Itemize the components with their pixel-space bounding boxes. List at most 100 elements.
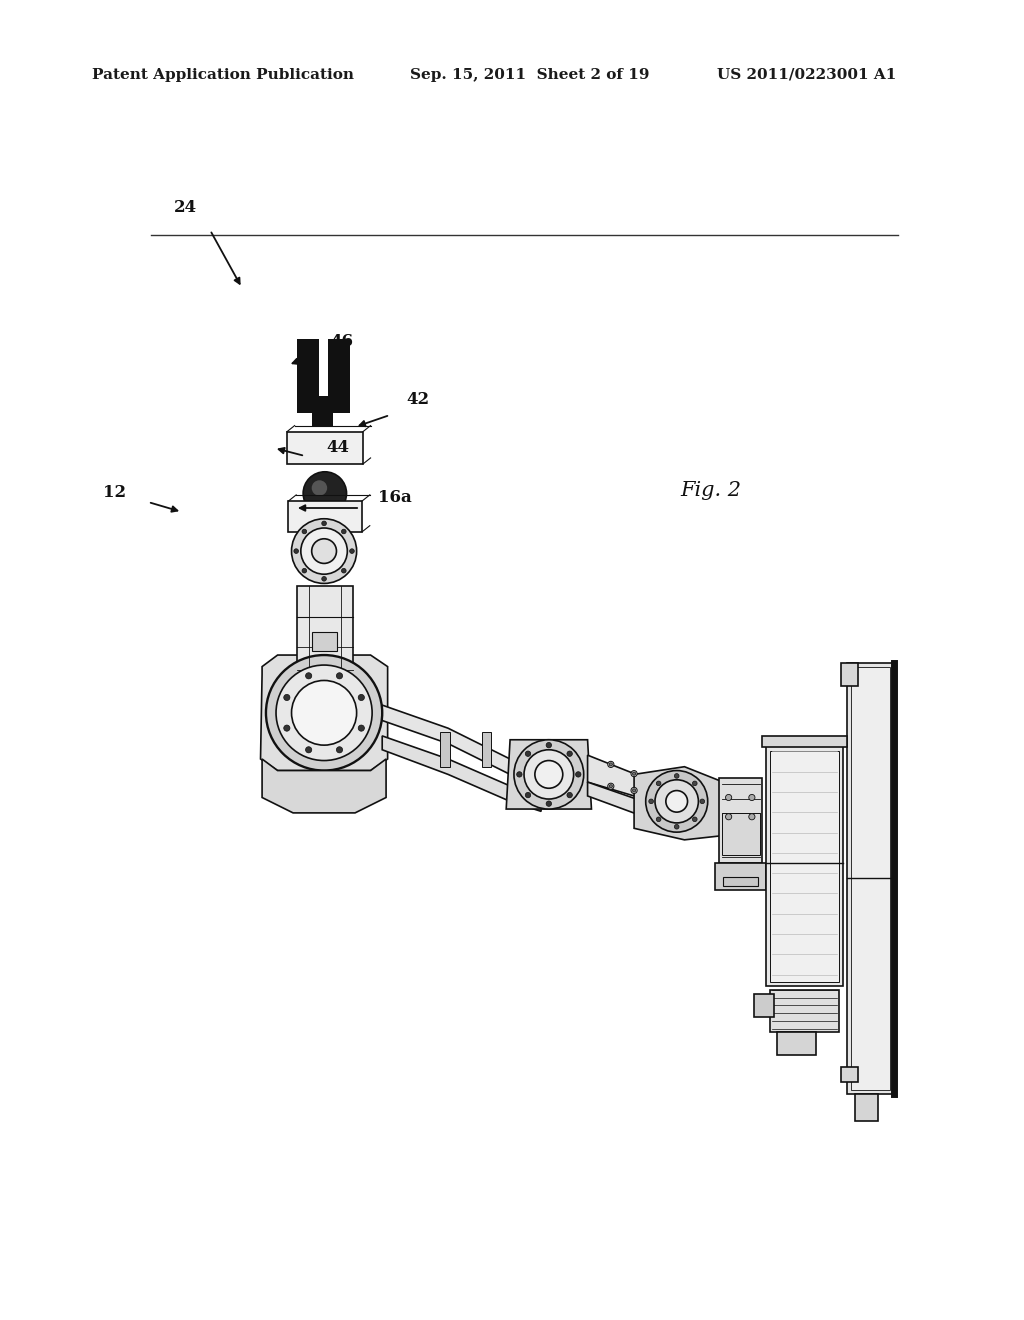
Polygon shape bbox=[382, 737, 541, 812]
Circle shape bbox=[514, 739, 584, 809]
Circle shape bbox=[305, 673, 311, 678]
Circle shape bbox=[322, 577, 327, 581]
Circle shape bbox=[749, 813, 755, 820]
Circle shape bbox=[656, 817, 660, 821]
Circle shape bbox=[535, 760, 563, 788]
Polygon shape bbox=[634, 767, 723, 840]
Text: 46: 46 bbox=[331, 334, 353, 351]
Text: 42: 42 bbox=[407, 392, 429, 408]
Circle shape bbox=[692, 817, 697, 821]
Circle shape bbox=[655, 780, 698, 822]
Circle shape bbox=[292, 681, 356, 744]
Polygon shape bbox=[506, 739, 592, 809]
Circle shape bbox=[567, 792, 572, 797]
Circle shape bbox=[292, 519, 356, 583]
Bar bbox=[755, 994, 773, 1016]
Circle shape bbox=[276, 665, 372, 760]
Bar bbox=[328, 339, 349, 412]
Bar bbox=[841, 1067, 858, 1082]
Bar bbox=[851, 667, 890, 1090]
Circle shape bbox=[303, 471, 346, 515]
Circle shape bbox=[302, 569, 306, 573]
Text: Patent Application Publication: Patent Application Publication bbox=[92, 69, 354, 82]
Circle shape bbox=[525, 792, 530, 797]
Circle shape bbox=[266, 655, 382, 771]
Polygon shape bbox=[260, 655, 388, 771]
Bar bbox=[297, 396, 349, 412]
Bar bbox=[770, 990, 840, 1032]
Circle shape bbox=[294, 549, 299, 553]
Polygon shape bbox=[440, 733, 450, 767]
Circle shape bbox=[700, 799, 705, 804]
Circle shape bbox=[607, 762, 614, 767]
Bar bbox=[719, 779, 762, 863]
Polygon shape bbox=[588, 755, 665, 805]
Circle shape bbox=[631, 787, 637, 793]
Circle shape bbox=[675, 774, 679, 779]
Circle shape bbox=[341, 529, 346, 533]
Circle shape bbox=[607, 783, 614, 789]
Circle shape bbox=[305, 747, 311, 752]
Polygon shape bbox=[482, 733, 492, 767]
Text: 24: 24 bbox=[173, 199, 197, 216]
Circle shape bbox=[631, 771, 637, 776]
Circle shape bbox=[358, 694, 365, 701]
Circle shape bbox=[675, 825, 679, 829]
Bar bbox=[311, 405, 334, 426]
Circle shape bbox=[284, 725, 290, 731]
Circle shape bbox=[575, 772, 581, 777]
Circle shape bbox=[337, 747, 343, 752]
Circle shape bbox=[546, 801, 552, 807]
Bar bbox=[841, 663, 858, 686]
Bar bbox=[287, 432, 362, 465]
Circle shape bbox=[749, 795, 755, 800]
Bar bbox=[770, 751, 840, 982]
Circle shape bbox=[302, 529, 306, 533]
Circle shape bbox=[341, 569, 346, 573]
Text: 44: 44 bbox=[327, 440, 349, 457]
Bar bbox=[723, 876, 758, 886]
Circle shape bbox=[311, 480, 328, 496]
Bar bbox=[855, 1094, 879, 1121]
Polygon shape bbox=[382, 705, 541, 781]
Bar bbox=[297, 339, 318, 412]
Circle shape bbox=[726, 795, 732, 800]
Circle shape bbox=[609, 763, 612, 766]
Circle shape bbox=[349, 549, 354, 553]
Bar bbox=[289, 502, 362, 532]
Bar bbox=[762, 737, 847, 747]
Circle shape bbox=[633, 789, 636, 792]
Bar bbox=[312, 632, 337, 651]
Circle shape bbox=[546, 742, 552, 748]
Text: Fig. 2: Fig. 2 bbox=[680, 480, 741, 499]
Circle shape bbox=[692, 781, 697, 785]
Circle shape bbox=[646, 771, 708, 832]
Circle shape bbox=[649, 799, 653, 804]
Text: Sep. 15, 2011  Sheet 2 of 19: Sep. 15, 2011 Sheet 2 of 19 bbox=[410, 69, 649, 82]
Text: 12: 12 bbox=[103, 483, 127, 500]
Circle shape bbox=[311, 539, 337, 564]
Bar bbox=[777, 1032, 816, 1056]
Circle shape bbox=[633, 772, 636, 775]
Bar bbox=[297, 586, 352, 693]
Circle shape bbox=[284, 694, 290, 701]
Polygon shape bbox=[262, 759, 386, 813]
Circle shape bbox=[517, 772, 522, 777]
Circle shape bbox=[609, 784, 612, 788]
Circle shape bbox=[726, 813, 732, 820]
Circle shape bbox=[525, 751, 530, 756]
Circle shape bbox=[358, 725, 365, 731]
Circle shape bbox=[567, 751, 572, 756]
Polygon shape bbox=[588, 781, 665, 825]
Circle shape bbox=[301, 528, 347, 574]
Bar bbox=[766, 739, 844, 986]
Text: US 2011/0223001 A1: US 2011/0223001 A1 bbox=[717, 69, 896, 82]
Circle shape bbox=[656, 781, 660, 785]
Bar bbox=[847, 663, 894, 1094]
Text: 16a: 16a bbox=[378, 490, 412, 507]
Circle shape bbox=[322, 521, 327, 525]
Bar bbox=[716, 863, 766, 890]
Circle shape bbox=[337, 673, 343, 678]
Bar bbox=[722, 813, 760, 855]
Circle shape bbox=[666, 791, 687, 812]
